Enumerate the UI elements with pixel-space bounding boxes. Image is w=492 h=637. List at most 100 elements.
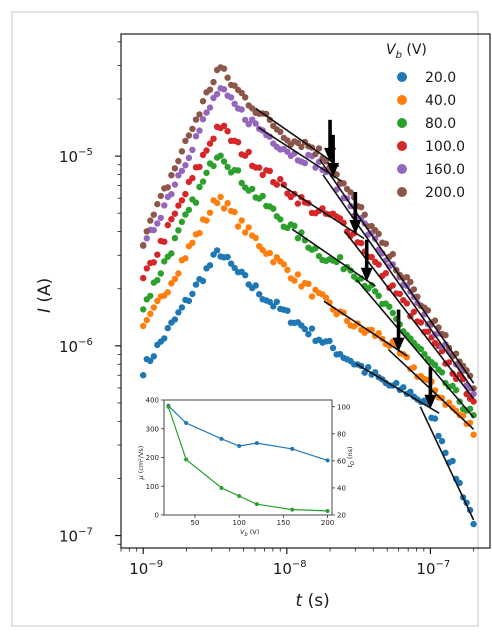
x-tick-label: 10−7: [416, 559, 450, 578]
data-point: [322, 294, 330, 301]
data-point: [178, 197, 186, 204]
data-point: [417, 345, 425, 353]
data-point: [242, 94, 249, 101]
legend-label: 100.0: [425, 139, 465, 155]
data-point: [182, 211, 189, 218]
data-point: [231, 100, 238, 108]
inset-mobility-point: [290, 446, 295, 451]
data-point: [245, 148, 252, 156]
data-point: [386, 303, 393, 310]
data-point: [389, 250, 396, 258]
legend-marker: [397, 164, 407, 174]
transit-arrow: [424, 366, 437, 409]
data-point: [178, 218, 186, 226]
data-point: [347, 189, 354, 196]
tick-base: 10: [59, 148, 78, 166]
tick-base: 10: [59, 338, 78, 356]
data-point: [192, 199, 200, 206]
data-point: [196, 229, 203, 237]
data-point: [182, 162, 189, 169]
data-point: [168, 250, 175, 257]
data-point: [227, 94, 235, 101]
y-tick-label: 10−5: [59, 147, 93, 166]
data-point: [168, 280, 175, 287]
data-point: [206, 209, 214, 216]
arrow-head: [424, 394, 437, 409]
data-point: [171, 275, 179, 283]
data-point: [238, 106, 245, 113]
fit-line-plateau: [280, 183, 365, 240]
data-point: [294, 271, 302, 278]
fit-line-plateau: [323, 300, 408, 357]
data-point: [393, 379, 400, 387]
inset-yl-tick-label: 0: [155, 512, 159, 520]
data-point: [175, 157, 182, 165]
data-point: [196, 111, 203, 118]
transit-arrow: [349, 191, 362, 234]
data-point: [442, 332, 449, 339]
data-point: [171, 234, 179, 242]
inset-mobility-point: [254, 441, 259, 446]
data-point: [431, 415, 439, 422]
inset-yl-tick-label: 400: [146, 397, 159, 405]
inset-yr-label: tD (ns): [346, 446, 356, 467]
data-point: [308, 293, 316, 300]
inset-transit-point: [290, 507, 295, 512]
data-point: [231, 208, 238, 216]
data-point: [196, 127, 203, 134]
data-point: [449, 370, 456, 377]
data-point: [178, 167, 186, 174]
legend-title-variable: V: [386, 42, 397, 58]
data-point: [361, 369, 368, 376]
data-point: [150, 259, 157, 266]
legend-marker: [397, 95, 407, 105]
data-point: [224, 74, 231, 81]
data-point: [192, 116, 200, 123]
data-point: [175, 270, 182, 277]
data-point: [410, 364, 418, 371]
data-point: [358, 239, 365, 247]
inset-x-tick-label: 50: [190, 519, 199, 527]
data-point: [368, 253, 375, 261]
data-point: [410, 308, 418, 315]
data-point: [238, 179, 245, 187]
legend-marker: [397, 141, 407, 151]
data-point: [270, 205, 277, 212]
data-point: [336, 215, 344, 222]
inset-yr-tick-label: 40: [337, 484, 346, 492]
data-point: [199, 178, 207, 185]
tick-base: 10: [129, 560, 148, 578]
inset-yr-subscript: D: [350, 461, 356, 465]
data-point: [210, 251, 217, 258]
data-point: [368, 282, 375, 289]
data-point: [375, 230, 382, 237]
y-axis-label: I (A): [35, 278, 55, 313]
data-point: [249, 185, 256, 193]
data-point: [227, 260, 235, 267]
y-axis-variable: I: [35, 308, 55, 313]
data-point: [168, 216, 175, 223]
fit-line-plateau: [355, 362, 440, 414]
data-point: [238, 89, 245, 97]
data-point: [168, 172, 175, 179]
data-point: [175, 309, 182, 316]
data-point: [280, 261, 287, 268]
legend: Vb (V) 20.0 40.0 80.0 100.0 160.0 200.0: [386, 42, 465, 201]
data-point: [298, 143, 305, 151]
y-tick-label: 10−6: [59, 337, 93, 356]
x-axis-label: t (s): [296, 591, 330, 611]
tick-exponent: −7: [78, 527, 93, 538]
data-point: [175, 227, 182, 234]
data-point: [220, 65, 228, 72]
data-point: [196, 163, 203, 171]
data-point: [161, 335, 168, 342]
inset-mobility-point: [219, 436, 224, 441]
tick-base: 10: [273, 560, 292, 578]
data-point: [147, 292, 154, 300]
inset-x-tick-label: 100: [232, 519, 245, 527]
data-point: [147, 310, 154, 317]
transit-arrows-layer: [324, 119, 437, 409]
data-point: [143, 228, 150, 235]
data-point: [224, 163, 231, 171]
